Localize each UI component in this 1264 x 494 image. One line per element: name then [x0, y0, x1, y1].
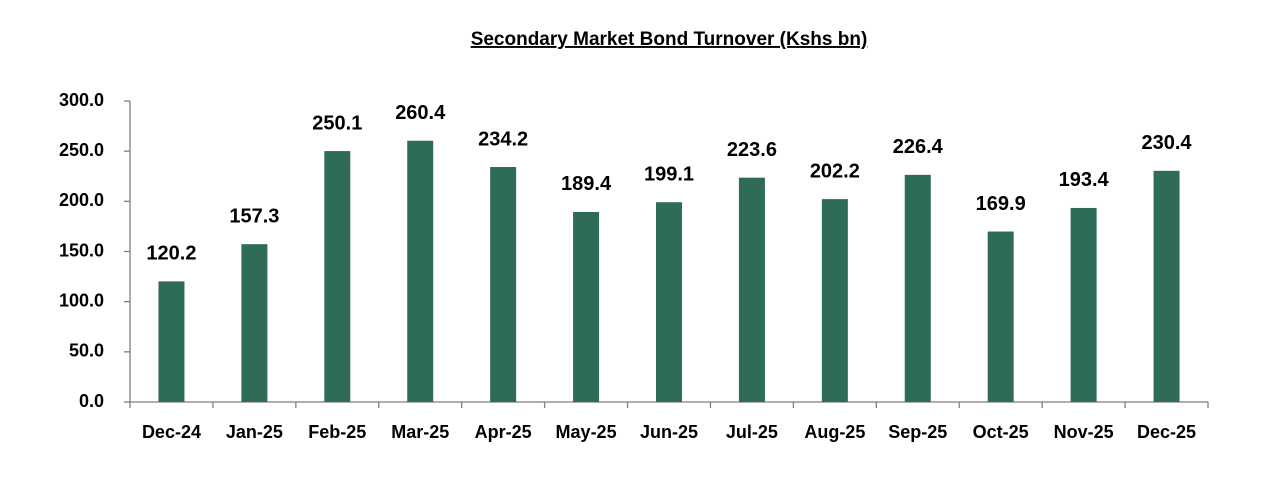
y-tick-label: 300.0	[59, 90, 104, 110]
y-tick-label: 200.0	[59, 190, 104, 210]
x-tick-label: Aug-25	[804, 422, 865, 442]
data-label: 223.6	[727, 139, 777, 161]
x-tick-label: May-25	[556, 422, 617, 442]
y-tick-label: 250.0	[59, 140, 104, 160]
bar	[407, 140, 434, 402]
bar	[821, 199, 848, 402]
x-tick-label: Dec-24	[142, 422, 201, 442]
y-tick-label: 100.0	[59, 290, 104, 310]
bar	[158, 281, 185, 402]
bar	[904, 174, 931, 402]
x-tick-label: Sep-25	[888, 422, 947, 442]
x-tick-label: Jun-25	[640, 422, 698, 442]
bar	[656, 202, 682, 402]
bar	[573, 211, 600, 402]
data-label: 250.1	[312, 112, 362, 134]
x-tick-label: Apr-25	[475, 422, 532, 442]
bar	[241, 244, 268, 402]
y-tick-label: 50.0	[69, 341, 104, 361]
data-label: 230.4	[1142, 132, 1193, 154]
data-label: 199.1	[644, 164, 694, 186]
bar	[324, 151, 351, 402]
bar	[738, 177, 765, 402]
x-tick-label: Oct-25	[973, 422, 1029, 442]
x-tick-label: Mar-25	[391, 422, 449, 442]
data-label: 202.2	[810, 160, 860, 182]
x-tick-label: Dec-25	[1137, 422, 1196, 442]
y-tick-label: 150.0	[59, 240, 104, 260]
data-label: 120.2	[146, 243, 196, 265]
chart-title: Secondary Market Bond Turnover (Kshs bn)	[471, 29, 868, 50]
bar	[490, 167, 517, 402]
data-label: 157.3	[229, 205, 279, 227]
x-tick-label: Jul-25	[726, 422, 778, 442]
data-label: 260.4	[395, 102, 446, 124]
x-tick-label: Jan-25	[226, 422, 283, 442]
bar	[987, 231, 1014, 402]
y-tick-label: 0.0	[79, 391, 104, 411]
data-label: 234.2	[478, 128, 528, 150]
data-label: 169.9	[976, 193, 1026, 215]
x-tick-label: Nov-25	[1054, 422, 1114, 442]
bar	[1070, 207, 1097, 402]
data-label: 189.4	[561, 173, 612, 195]
data-label: 193.4	[1059, 169, 1110, 191]
data-label: 226.4	[893, 136, 944, 158]
x-tick-label: Feb-25	[308, 422, 366, 442]
bar	[1153, 170, 1180, 402]
